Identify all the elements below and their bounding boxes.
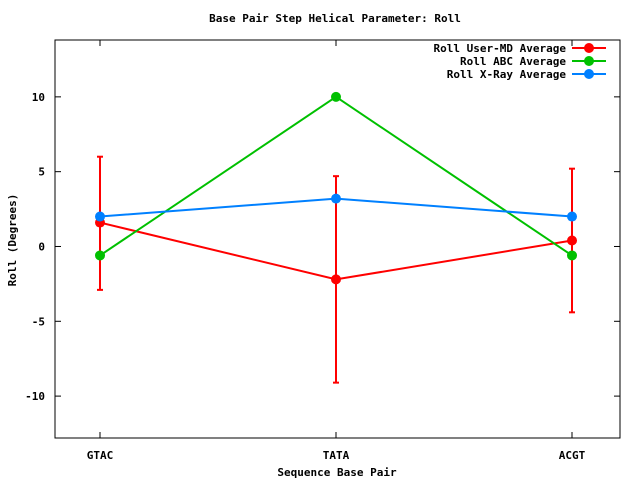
data-point	[567, 211, 577, 222]
legend-label: Roll User-MD Average	[434, 42, 567, 55]
series-points	[95, 91, 577, 285]
x-tick-label: GTAC	[87, 449, 114, 462]
x-axis: GTAC TATA ACGT	[87, 40, 586, 462]
x-axis-label: Sequence Base Pair	[277, 466, 397, 479]
data-point	[567, 250, 577, 261]
x-tick-label: ACGT	[559, 449, 586, 462]
x-tick-label: TATA	[323, 449, 350, 462]
legend-label: Roll X-Ray Average	[447, 68, 567, 81]
y-tick-label: -10	[25, 390, 45, 403]
legend-swatch-marker	[584, 56, 594, 66]
data-point	[331, 193, 341, 204]
legend-label: Roll ABC Average	[460, 55, 566, 68]
data-point	[331, 274, 341, 285]
y-axis-label: Roll (Degrees)	[6, 194, 19, 287]
data-point	[95, 211, 105, 222]
error-bars	[97, 155, 575, 384]
y-tick-label: 5	[38, 166, 45, 179]
data-point	[331, 91, 341, 102]
plot-frame	[54, 39, 621, 439]
y-tick-label: -5	[32, 315, 45, 328]
chart-title: Base Pair Step Helical Parameter: Roll	[209, 12, 461, 25]
legend-swatch-marker	[584, 69, 594, 79]
y-tick-label: 10	[32, 91, 45, 104]
legend-swatch-marker	[584, 43, 594, 53]
data-point	[95, 250, 105, 261]
y-axis: -10 -5 0 5 10	[25, 91, 620, 403]
y-tick-label: 0	[38, 240, 45, 253]
data-point	[567, 235, 577, 246]
